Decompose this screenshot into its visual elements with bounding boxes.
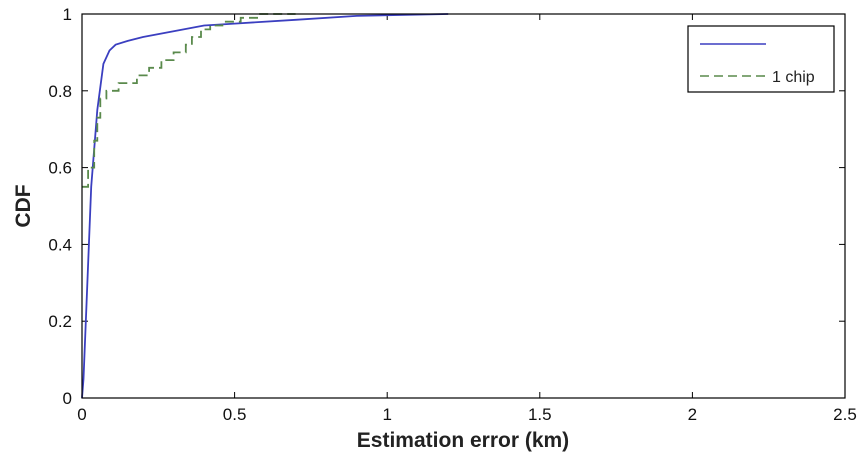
x-tick-label: 1.5 [528, 405, 552, 424]
series-line-1 [81, 13, 449, 399]
x-tick-label: 0.5 [223, 405, 247, 424]
x-tick-label: 1 [382, 405, 391, 424]
y-tick-label: 0.2 [48, 312, 72, 331]
y-tick-label: 0 [63, 389, 72, 408]
y-tick-label: 1 [63, 5, 72, 24]
x-tick-label: 2.5 [833, 405, 857, 424]
tick-labels: 0 0.5 1 1.5 2 2.5 0 0.2 0.4 0.6 0.8 1 [48, 5, 856, 424]
y-tick-label: 0.8 [48, 82, 72, 101]
y-axis-label: CDF [12, 184, 35, 227]
plot-frame [81, 13, 846, 399]
legend-label-1-chip: 1 chip [772, 69, 815, 86]
legend-box [687, 25, 835, 93]
x-axis-label: Estimation error (km) [357, 429, 569, 452]
x-tick-label: 2 [688, 405, 697, 424]
x-tick-label: 0 [77, 405, 86, 424]
series-layer [81, 13, 449, 399]
legend: 1 chip [687, 25, 835, 93]
y-tick-label: 0.4 [48, 235, 72, 254]
y-tick-label: 0.6 [48, 159, 72, 178]
series-line-1-chip [82, 13, 296, 188]
